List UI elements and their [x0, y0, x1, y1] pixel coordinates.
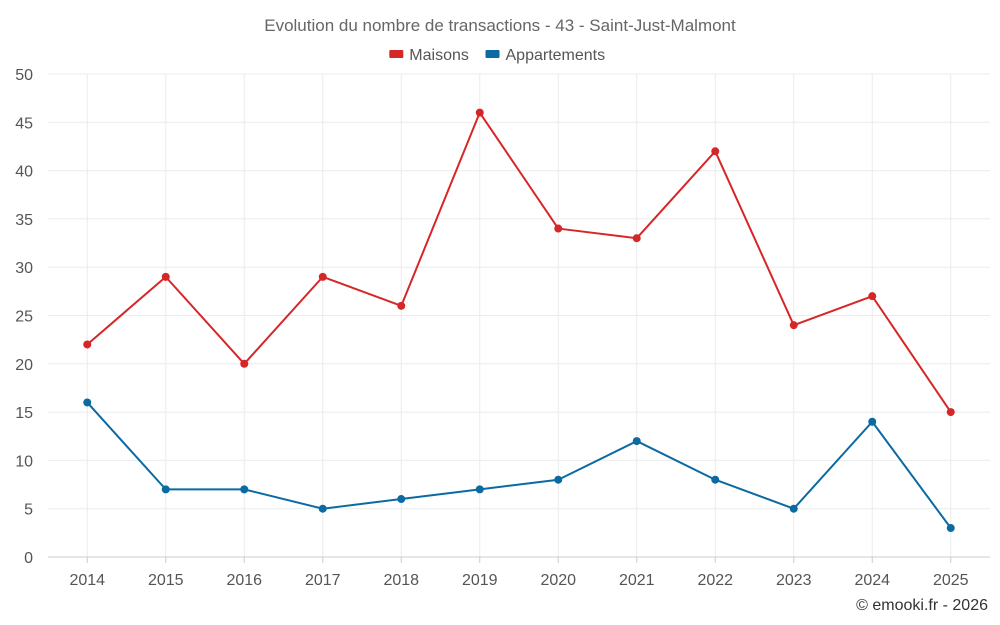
y-tick-label: 15: [15, 405, 33, 422]
y-tick-label: 25: [15, 309, 33, 326]
legend-swatch-appartements: [485, 50, 500, 58]
credit-text: © emooki.fr - 2026: [856, 597, 988, 614]
y-tick-label: 20: [15, 357, 33, 374]
data-point-maisons: [318, 272, 327, 281]
y-tick-label: 0: [24, 550, 33, 567]
chart-title: Evolution du nombre de transactions - 43…: [264, 16, 736, 35]
data-point-appartements: [161, 485, 170, 494]
y-tick-label: 50: [15, 67, 33, 84]
data-point-appartements: [554, 475, 563, 484]
data-point-appartements: [240, 485, 249, 494]
data-point-maisons: [83, 340, 92, 349]
x-tick-label: 2025: [933, 572, 969, 589]
data-point-appartements: [632, 437, 641, 446]
x-tick-label: 2022: [697, 572, 733, 589]
y-tick-label: 30: [15, 260, 33, 277]
legend-label-appartements: Appartements: [506, 47, 606, 64]
x-tick-label: 2021: [619, 572, 655, 589]
data-point-maisons: [868, 292, 877, 301]
x-tick-label: 2014: [69, 572, 105, 589]
x-tick-label: 2024: [854, 572, 890, 589]
data-point-maisons: [946, 408, 955, 417]
gridlines: [48, 73, 990, 558]
series-line-appartements: [86, 401, 952, 529]
y-tick-label: 10: [15, 453, 33, 470]
series-group: [83, 108, 955, 533]
x-tick-label: 2019: [462, 572, 498, 589]
data-point-appartements: [868, 417, 877, 426]
legend-swatch-maisons: [389, 50, 404, 58]
x-tick-label: 2023: [776, 572, 812, 589]
data-point-maisons: [554, 224, 563, 233]
x-tick-label: 2018: [383, 572, 419, 589]
y-tick-label: 45: [15, 115, 33, 132]
x-tick-label: 2020: [540, 572, 576, 589]
y-tick-label: 35: [15, 212, 33, 229]
data-point-appartements: [83, 398, 92, 407]
data-point-appartements: [711, 475, 720, 484]
legend: Maisons Appartements: [389, 47, 605, 64]
legend-label-maisons: Maisons: [409, 47, 469, 64]
data-point-maisons: [632, 234, 641, 243]
data-point-maisons: [475, 108, 484, 117]
data-point-appartements: [946, 524, 955, 533]
x-tick-label: 2015: [148, 572, 184, 589]
series-line-maisons: [86, 111, 952, 413]
data-point-appartements: [789, 504, 798, 513]
data-point-maisons: [789, 321, 798, 330]
y-tick-label: 5: [24, 502, 33, 519]
y-tick-label: 40: [15, 164, 33, 181]
data-point-appartements: [318, 504, 327, 513]
x-tick-label: 2016: [226, 572, 262, 589]
x-axis: 2014 2015 2016 2017 2018 2019 2020 2021 2022 2023…: [48, 556, 990, 589]
data-point-maisons: [711, 147, 720, 156]
x-tick-label: 2017: [305, 572, 341, 589]
data-point-maisons: [161, 272, 170, 281]
data-point-appartements: [475, 485, 484, 494]
y-axis: 0 5 10 15 20 25 30 35 40 45 50: [15, 67, 33, 567]
data-point-appartements: [397, 495, 406, 504]
data-point-maisons: [397, 301, 406, 310]
data-point-maisons: [240, 359, 249, 368]
